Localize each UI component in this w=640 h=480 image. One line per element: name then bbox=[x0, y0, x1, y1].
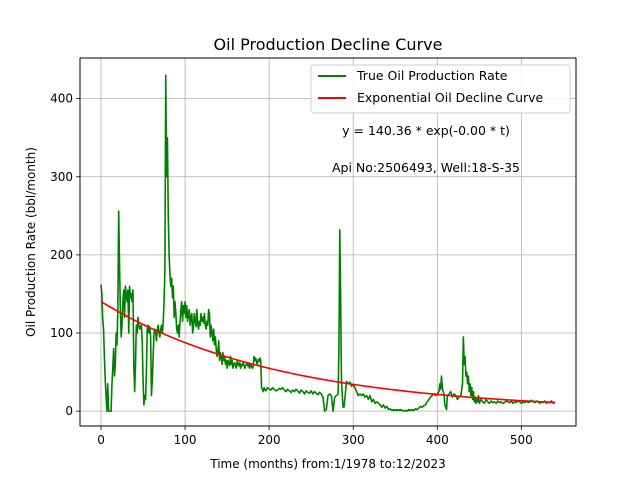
ticks: 0 100 200 300 400 500 0 100 200 300 400 bbox=[50, 92, 533, 447]
equation-annotation: y = 140.36 * exp(-0.00 * t) bbox=[342, 123, 510, 138]
y-axis-label: Oil Production Rate (bbl/month) bbox=[24, 147, 38, 337]
series-layer bbox=[100, 74, 556, 412]
x-tick-label: 0 bbox=[97, 433, 105, 447]
y-tick-label: 300 bbox=[50, 170, 73, 184]
y-tick-label: 0 bbox=[65, 404, 73, 418]
x-tick-label: 500 bbox=[510, 433, 533, 447]
x-tick-label: 100 bbox=[174, 433, 197, 447]
y-tick-label: 100 bbox=[50, 326, 73, 340]
legend: True Oil Production Rate Exponential Oil… bbox=[310, 64, 571, 114]
legend-label-true-rate: True Oil Production Rate bbox=[356, 68, 508, 83]
x-tick-label: 400 bbox=[426, 433, 449, 447]
exponential-decline-curve bbox=[100, 300, 556, 404]
x-tick-label: 300 bbox=[342, 433, 365, 447]
true-production-rate-line bbox=[100, 74, 556, 412]
x-axis-label: Time (months) from:1/1978 to:12/2023 bbox=[209, 457, 446, 471]
plot-frame bbox=[79, 57, 577, 427]
x-tick-label: 200 bbox=[258, 433, 281, 447]
y-tick-label: 200 bbox=[50, 248, 73, 262]
well-annotation: Api No:2506493, Well:18-S-35 bbox=[332, 160, 520, 175]
legend-label-decline-curve: Exponential Oil Decline Curve bbox=[357, 90, 544, 105]
chart-title: Oil Production Decline Curve bbox=[214, 35, 443, 54]
y-tick-label: 400 bbox=[50, 92, 73, 106]
legend-box bbox=[310, 64, 571, 114]
